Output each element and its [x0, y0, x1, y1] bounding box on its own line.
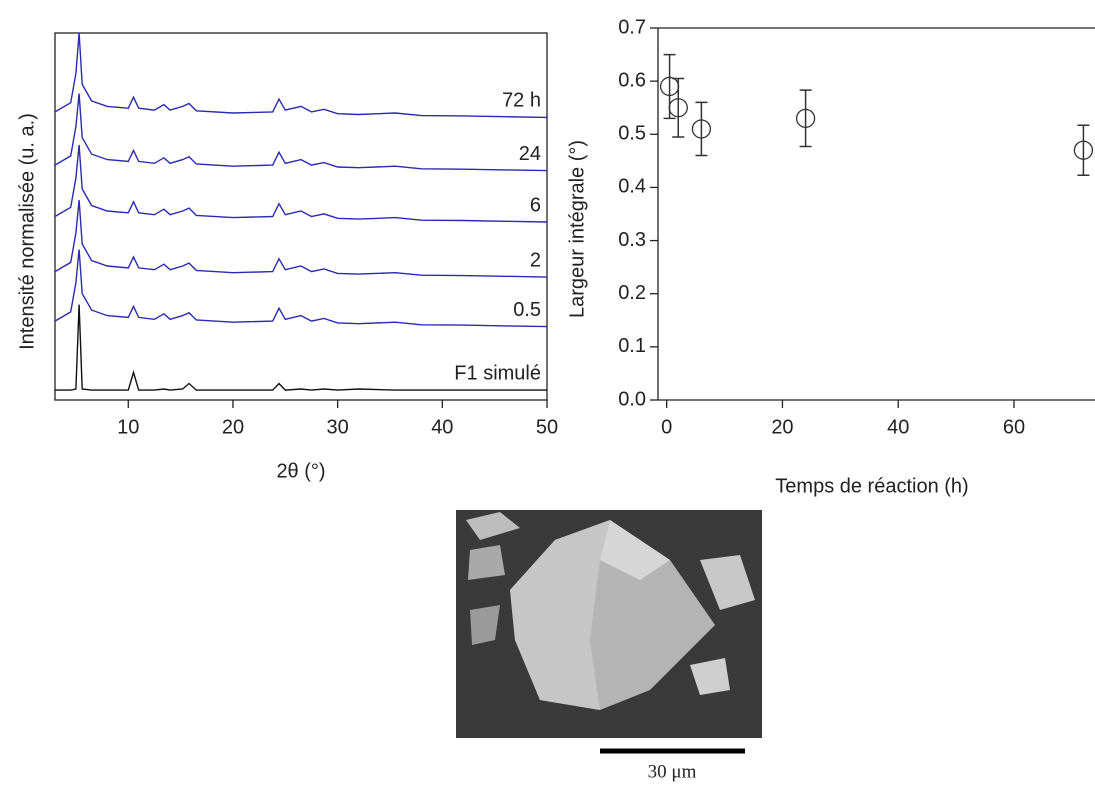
x-tick-label: 40	[431, 416, 453, 438]
series-label: 0.5	[513, 299, 541, 321]
series-label: 72 h	[502, 90, 541, 112]
x-axis-label: Temps de réaction (h)	[775, 475, 968, 497]
xrd-pattern	[54, 32, 548, 119]
y-axis-label: Intensité normalisée (u. a.)	[16, 113, 38, 350]
x-axis-label: 2θ (°)	[276, 460, 325, 482]
x-tick-label: 60	[1003, 416, 1025, 438]
y-tick-label: 0.3	[618, 229, 646, 251]
x-tick-label: 20	[222, 416, 244, 438]
xrd-pattern	[54, 93, 548, 172]
x-tick-label: 40	[887, 416, 909, 438]
xrd-pattern	[54, 199, 548, 278]
y-tick-label: 0.1	[618, 335, 646, 357]
plot-frame	[54, 32, 548, 401]
point	[668, 98, 688, 118]
y-tick-label: 0.6	[618, 69, 646, 91]
y-tick-label: 0.2	[618, 282, 646, 304]
x-tick-label: 50	[536, 416, 558, 438]
y-axis-label: Largeur intégrale (°)	[566, 140, 588, 318]
point	[691, 119, 712, 139]
y-tick-label: 0.0	[618, 388, 646, 410]
y-tick-label: 0.4	[618, 176, 646, 198]
error-bar	[1077, 124, 1090, 176]
series-label: F1 simulé	[454, 362, 541, 384]
error-bar	[695, 101, 708, 157]
scale-bar-label: 30 μm	[648, 761, 697, 782]
y-tick-label: 0.7	[618, 16, 646, 38]
y-tick-label: 0.5	[618, 123, 646, 145]
xrd-pattern	[54, 249, 548, 328]
error-bar	[799, 89, 812, 148]
series-label: 2	[530, 249, 541, 271]
point	[795, 108, 816, 128]
xrd-pattern	[54, 144, 548, 223]
x-tick-label: 30	[327, 416, 349, 438]
x-tick-label: 20	[771, 416, 793, 438]
sem-image	[456, 510, 762, 738]
x-tick-label: 10	[117, 416, 139, 438]
series-label: 6	[530, 194, 541, 216]
xrd-pattern	[55, 304, 547, 391]
point	[1073, 140, 1094, 160]
series-label: 24	[519, 143, 541, 165]
error-bar	[672, 77, 685, 138]
x-tick-label: 0	[661, 416, 672, 438]
